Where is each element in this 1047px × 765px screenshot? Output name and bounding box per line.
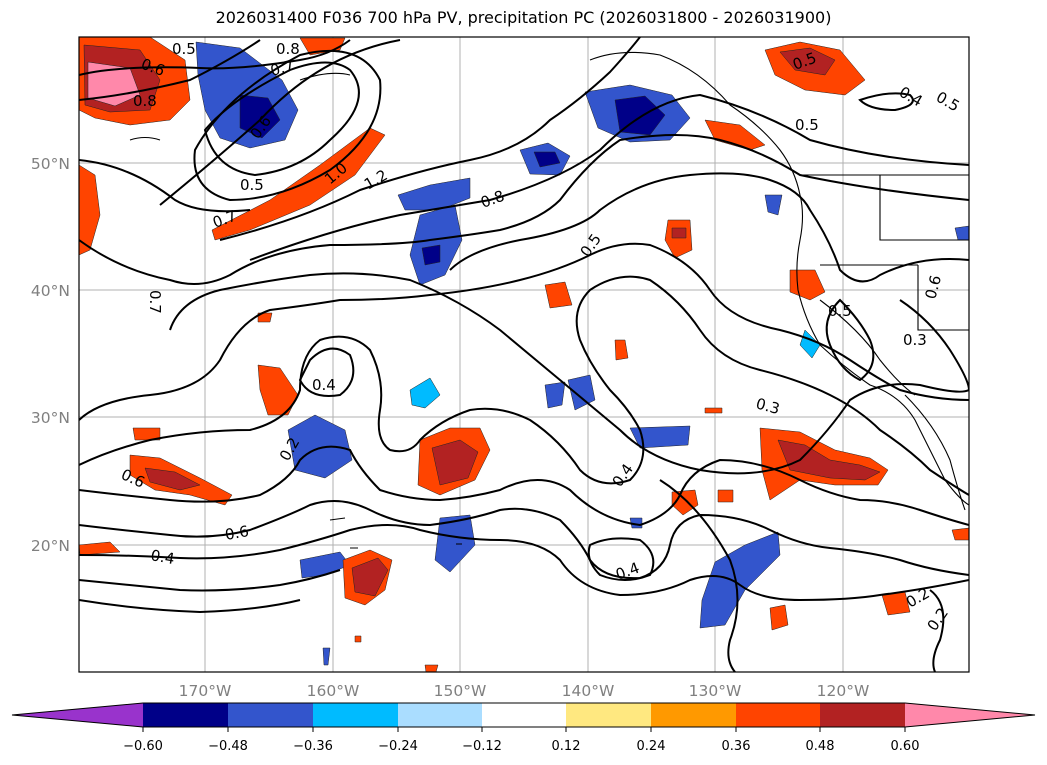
contour-label: 0.3	[754, 394, 782, 418]
colorbar-segment	[313, 703, 398, 727]
longitude-labels: 170°W 160°W 150°W 140°W 130°W 120°W	[179, 682, 870, 700]
colorbar-segment	[820, 703, 905, 727]
lat-label: 30°N	[31, 409, 70, 427]
colorbar-segment	[905, 703, 1035, 727]
contour-label: 0.7	[268, 56, 296, 80]
contour-label: 0.5	[795, 116, 819, 134]
map-title: 2026031400 F036 700 hPa PV, precipitatio…	[215, 8, 832, 27]
lat-label: 20°N	[31, 537, 70, 555]
colorbar-tick: −0.60	[123, 739, 163, 754]
lon-label: 150°W	[434, 682, 487, 700]
contour-label: 0.5	[240, 176, 264, 194]
colorbar-segment	[651, 703, 736, 727]
colorbar-segment	[398, 703, 482, 727]
colorbar-segment	[736, 703, 820, 727]
contour-label: 0.4	[149, 546, 176, 568]
colorbar-segment	[566, 703, 651, 727]
colorbar-tick: 0.48	[806, 739, 835, 754]
lon-label: 130°W	[689, 682, 742, 700]
coastlines	[129, 51, 969, 549]
colorbar-tick: 0.24	[637, 739, 666, 754]
colorbar-tick: −0.12	[462, 739, 502, 754]
map-border	[78, 36, 970, 673]
contour-label: 0.7	[146, 290, 164, 314]
colorbar: −0.60 −0.48 −0.36 −0.24 −0.12 0.12 0.24 …	[11, 702, 1036, 754]
lat-label: 50°N	[31, 155, 70, 173]
colorbar-segment	[143, 703, 228, 727]
contour-label: 0.6	[224, 522, 251, 544]
lon-label: 170°W	[179, 682, 232, 700]
positive-anomaly-areas	[79, 37, 969, 672]
contour-label: 0.5	[172, 40, 196, 58]
contour-label: 0.3	[903, 331, 927, 349]
colorbar-segment	[482, 703, 566, 727]
colorbar-tick: −0.24	[378, 739, 418, 754]
colorbar-tick: −0.48	[208, 739, 248, 754]
colorbar-tick: −0.36	[293, 739, 333, 754]
colorbar-tick: 0.60	[891, 739, 920, 754]
colorbar-segment	[228, 703, 313, 727]
lat-label: 40°N	[31, 282, 70, 300]
contour-label: 0.5	[828, 302, 852, 320]
colorbar-segment	[12, 703, 143, 727]
contour-label: 0.6	[921, 273, 945, 301]
contour-label: 0.4	[312, 376, 336, 394]
lon-label: 160°W	[307, 682, 360, 700]
pv-contours	[79, 37, 969, 672]
colorbar-tick: 0.12	[552, 739, 581, 754]
contour-label: 0.8	[133, 92, 157, 110]
colorbar-tick: 0.36	[722, 739, 751, 754]
latitude-labels: 50°N 40°N 30°N 20°N	[31, 155, 70, 555]
lon-label: 140°W	[562, 682, 615, 700]
contour-label: 0.8	[276, 40, 300, 58]
lon-label: 120°W	[817, 682, 870, 700]
